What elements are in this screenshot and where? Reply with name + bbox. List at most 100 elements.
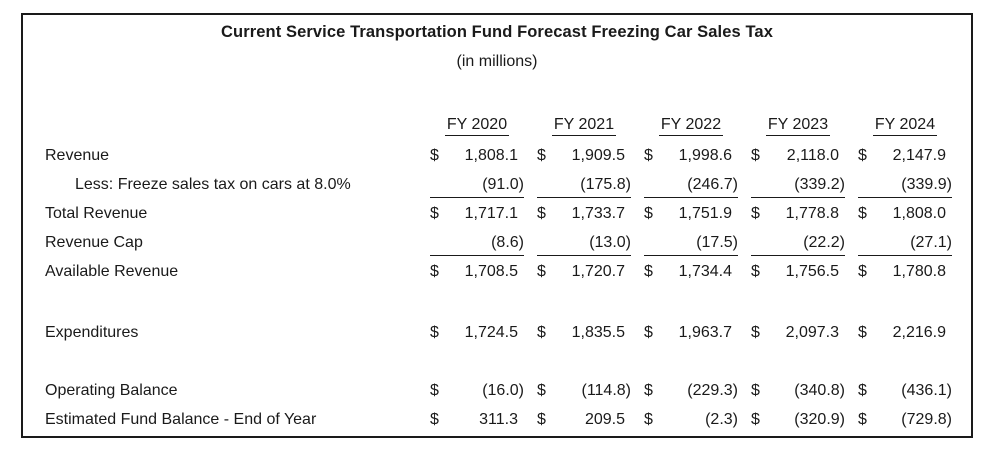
value-cell: $1,756.5 — [751, 256, 845, 285]
cell-value: 1,733.7 — [571, 205, 625, 222]
value-cell: $1,733.7 — [537, 198, 631, 227]
spacer-row — [45, 346, 952, 375]
table-row: Estimated Fund Balance - End of Year $311… — [45, 404, 952, 433]
value-cell: $2,147.9 — [858, 140, 952, 169]
table-row: Expenditures $1,724.5 $1,835.5 $1,963.7 $2,0… — [45, 317, 952, 346]
cell-value: 2,097.3 — [785, 324, 839, 341]
value-cell: $1,909.5 — [537, 140, 631, 169]
cell-value: 1,751.9 — [678, 205, 732, 222]
cell-value: (175.8) — [580, 176, 631, 193]
dollar-sign: $ — [537, 411, 546, 428]
dollar-sign: $ — [644, 263, 653, 280]
cell-value: 1,780.8 — [892, 263, 946, 280]
value-cell: $2,216.9 — [858, 317, 952, 346]
value-cell: $1,780.8 — [858, 256, 952, 285]
cell-value: 2,147.9 — [892, 147, 946, 164]
table-row: Less: Freeze sales tax on cars at 8.0% (9… — [45, 169, 952, 198]
spacer-row — [45, 285, 952, 317]
dollar-sign: $ — [430, 382, 439, 399]
column-header: FY 2024 — [858, 116, 952, 140]
cell-value: (13.0) — [589, 234, 631, 251]
cell-value: 1,808.0 — [892, 205, 946, 222]
cell-value: 1,963.7 — [678, 324, 732, 341]
cell-value: 1,835.5 — [571, 324, 625, 341]
cell-value: (27.1) — [910, 234, 952, 251]
dollar-sign: $ — [430, 324, 439, 341]
dollar-sign: $ — [858, 147, 867, 164]
dollar-sign: $ — [858, 324, 867, 341]
column-header: FY 2020 — [430, 116, 524, 140]
value-cell: $ (16.0) — [430, 375, 524, 404]
cell-value: (229.3) — [687, 382, 738, 399]
column-header: FY 2021 — [537, 116, 631, 140]
value-cell: (246.7) — [644, 169, 738, 198]
cell-value: 1,756.5 — [785, 263, 839, 280]
table-row: Revenue Cap (8.6) (13.0) (17.5) (22.2) (27.1) — [45, 227, 952, 256]
row-label: Total Revenue — [45, 205, 148, 222]
dollar-sign: $ — [751, 324, 760, 341]
value-cell: (91.0) — [430, 169, 524, 198]
cell-value: (436.1) — [901, 382, 952, 399]
cell-value: 1,720.7 — [571, 263, 625, 280]
cell-value: (91.0) — [482, 176, 524, 193]
value-cell: $1,751.9 — [644, 198, 738, 227]
cell-value: (339.2) — [794, 176, 845, 193]
dollar-sign: $ — [537, 147, 546, 164]
dollar-sign: $ — [537, 382, 546, 399]
value-cell: $1,998.6 — [644, 140, 738, 169]
column-header-label: FY 2020 — [444, 116, 510, 136]
cell-value: 1,778.8 — [785, 205, 839, 222]
dollar-sign: $ — [751, 205, 760, 222]
value-cell: $ (320.9) — [751, 404, 845, 433]
dollar-sign: $ — [430, 263, 439, 280]
row-label: Expenditures — [45, 324, 139, 341]
dollar-sign: $ — [537, 205, 546, 222]
dollar-sign: $ — [751, 263, 760, 280]
value-cell: $1,717.1 — [430, 198, 524, 227]
value-cell: $2,118.0 — [751, 140, 845, 169]
row-label: Operating Balance — [45, 382, 178, 399]
forecast-table: FY 2020 FY 2021 FY 2022 FY 2023 FY 2024 Reven… — [45, 110, 952, 433]
value-cell: $1,778.8 — [751, 198, 845, 227]
value-cell: $1,720.7 — [537, 256, 631, 285]
cell-value: 1,717.1 — [464, 205, 518, 222]
row-label: Revenue Cap — [45, 234, 143, 251]
cell-value: (339.9) — [901, 176, 952, 193]
value-cell: $1,724.5 — [430, 317, 524, 346]
row-label: Estimated Fund Balance - End of Year — [45, 411, 317, 428]
value-cell: $ (2.3) — [644, 404, 738, 433]
dollar-sign: $ — [644, 411, 653, 428]
cell-value: (8.6) — [491, 234, 524, 251]
cell-value: 2,216.9 — [892, 324, 946, 341]
column-header-label: FY 2022 — [658, 116, 724, 136]
column-header-row: FY 2020 FY 2021 FY 2022 FY 2023 FY 2024 — [45, 110, 952, 140]
table-row: Revenue $1,808.1 $1,909.5 $1,998.6 $2,118.0 $… — [45, 140, 952, 169]
table-row: Total Revenue $1,717.1 $1,733.7 $1,751.9 $1,… — [45, 198, 952, 227]
cell-value: (320.9) — [794, 411, 845, 428]
value-cell: $1,708.5 — [430, 256, 524, 285]
value-cell: $ (114.8) — [537, 375, 631, 404]
cell-value: (114.8) — [581, 382, 631, 399]
value-cell: $1,808.0 — [858, 198, 952, 227]
row-label: Revenue — [45, 147, 110, 164]
column-header: FY 2022 — [644, 116, 738, 140]
dollar-sign: $ — [537, 324, 546, 341]
column-header-label: FY 2024 — [872, 116, 938, 136]
cell-value: (17.5) — [696, 234, 738, 251]
header-label-spacer — [45, 136, 417, 140]
document-frame: Current Service Transportation Fund Fore… — [21, 13, 973, 438]
dollar-sign: $ — [537, 263, 546, 280]
cell-value: (2.3) — [705, 411, 738, 428]
value-cell: (13.0) — [537, 227, 631, 256]
cell-value: (729.8) — [901, 411, 952, 428]
dollar-sign: $ — [858, 411, 867, 428]
value-cell: (339.2) — [751, 169, 845, 198]
cell-value: 1,734.4 — [678, 263, 732, 280]
cell-value: (340.8) — [794, 382, 845, 399]
dollar-sign: $ — [644, 324, 653, 341]
value-cell: $2,097.3 — [751, 317, 845, 346]
cell-value: 209.5 — [584, 411, 625, 428]
dollar-sign: $ — [644, 382, 653, 399]
row-label: Less: Freeze sales tax on cars at 8.0% — [75, 176, 351, 193]
cell-value: 1,808.1 — [464, 147, 518, 164]
